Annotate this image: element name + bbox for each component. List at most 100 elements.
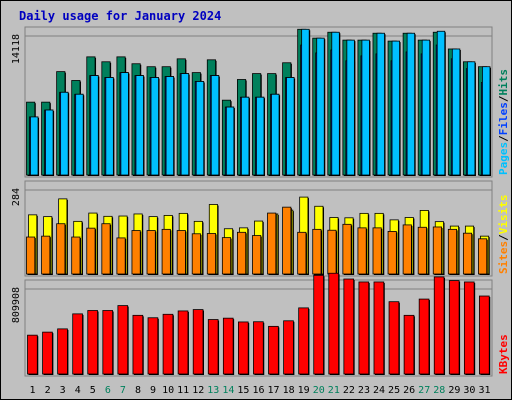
kbytes-bar — [147, 317, 159, 375]
day-label: 1 — [30, 385, 36, 396]
kbytes-bar — [207, 319, 219, 375]
panel-legend: Sites/Visits — [497, 195, 510, 275]
pages-bar — [482, 66, 491, 176]
sites-bar — [267, 212, 277, 275]
pages-bar — [180, 73, 190, 176]
day-label: 4 — [75, 385, 81, 396]
sites-bar — [237, 231, 247, 275]
legend-item: Pages — [497, 142, 510, 175]
kbytes-bar — [238, 321, 249, 375]
day-label: 17 — [268, 385, 280, 396]
kbytes-bar — [343, 278, 355, 375]
pages-bar — [376, 32, 385, 176]
pages-bar — [210, 75, 220, 176]
kbytes-bar — [102, 310, 114, 375]
sites-bar — [116, 237, 126, 275]
day-label: 6 — [105, 385, 111, 396]
day-label: 19 — [298, 385, 310, 396]
legend-item: Visits — [497, 195, 510, 235]
sites-bar — [297, 231, 307, 275]
sites-bar — [252, 235, 262, 275]
kbytes-bar — [433, 276, 445, 375]
sites-bar — [41, 235, 51, 275]
legend-item: / — [497, 135, 510, 142]
y-max-label: 284 — [11, 188, 22, 206]
kbytes-bar — [283, 320, 294, 375]
kbytes-bar — [418, 298, 430, 375]
sites-bar — [161, 228, 171, 275]
pages-bar — [361, 39, 370, 176]
kbytes-bar — [87, 310, 98, 375]
day-label: 5 — [90, 385, 96, 396]
day-label: 14 — [222, 385, 234, 396]
legend-item: / — [497, 95, 510, 102]
kbytes-bar — [479, 295, 490, 375]
day-label: 8 — [135, 385, 141, 396]
day-label: 29 — [448, 385, 460, 396]
kbytes-bar — [72, 313, 83, 375]
day-label: 18 — [283, 385, 295, 396]
sites-bar — [327, 229, 337, 275]
kbytes-bar — [463, 281, 475, 375]
day-label: 11 — [177, 385, 189, 396]
panel-legend: Pages/Files/Hits — [497, 69, 510, 175]
kbytes-bar — [298, 307, 309, 375]
kbytes-bar — [192, 309, 204, 375]
pages-bar — [466, 61, 476, 176]
legend-item: Files — [497, 102, 510, 135]
pages-bar — [225, 106, 235, 176]
panel-visits_sites: 284 Sites/Visits — [11, 180, 510, 277]
y-max-label: 809908 — [11, 287, 22, 323]
sites-bar — [342, 223, 352, 275]
pages-bar — [60, 91, 69, 176]
kbytes-bar — [313, 274, 324, 375]
kbytes-bar — [132, 314, 144, 375]
pages-bar — [150, 77, 159, 176]
pages-bar — [271, 93, 280, 176]
pages-bar — [301, 28, 310, 176]
pages-bar — [75, 93, 84, 176]
sites-bar — [71, 236, 81, 275]
sites-bar — [417, 226, 427, 275]
day-label: 30 — [463, 385, 475, 396]
pages-bar — [45, 109, 54, 176]
legend-item: Hits — [497, 69, 510, 96]
sites-bar — [101, 223, 111, 275]
pages-bar — [30, 116, 39, 176]
pages-bar — [436, 30, 446, 176]
day-label: 21 — [328, 385, 340, 396]
pages-bar — [346, 39, 355, 176]
sites-bar — [26, 236, 36, 275]
sites-bar — [432, 226, 442, 275]
sites-bar — [387, 231, 397, 275]
pages-bar — [90, 75, 99, 176]
day-label: 2 — [45, 385, 51, 396]
pages-bar — [406, 32, 416, 176]
day-label: 23 — [358, 385, 370, 396]
sites-bar — [206, 233, 216, 275]
pages-bar — [316, 37, 325, 176]
panel-kbytes: 809908 KBytes — [11, 272, 510, 377]
panel-legend: KBytes — [497, 334, 510, 374]
day-label: 27 — [418, 385, 430, 396]
sites-bar — [221, 237, 232, 275]
pages-bar — [256, 96, 265, 176]
day-label: 3 — [60, 385, 66, 396]
day-label: 10 — [162, 385, 174, 396]
chart-panels: 14118Pages/Files/Hits284Sites/Visits8099… — [11, 26, 510, 377]
day-label: 24 — [373, 385, 385, 396]
kbytes-bar — [162, 313, 174, 375]
pages-bar — [241, 96, 250, 176]
day-label: 22 — [343, 385, 355, 396]
kbytes-bar — [388, 301, 400, 375]
kbytes-bar — [268, 325, 279, 375]
sites-bar — [312, 228, 322, 275]
pages-bar — [120, 72, 129, 176]
sites-bar — [146, 230, 156, 275]
chart-title: Daily usage for January 2024 — [19, 9, 221, 23]
pages-bar — [135, 75, 144, 176]
day-label: 13 — [207, 385, 219, 396]
sites-bar — [478, 238, 488, 275]
